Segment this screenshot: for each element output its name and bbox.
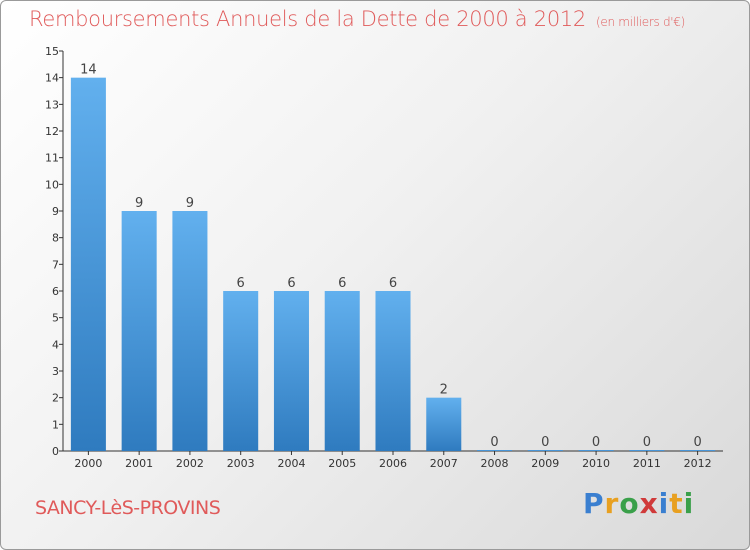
location-name: SANCY-LèS-PROVINS [35, 497, 221, 519]
y-tick-label: 8 [52, 232, 59, 245]
x-tick-label: 2006 [379, 457, 407, 470]
value-label-2001: 9 [135, 196, 143, 211]
value-label-2012: 0 [693, 435, 701, 450]
y-tick-label: 14 [45, 72, 59, 85]
bar-2000 [70, 77, 106, 452]
bar-2004 [273, 291, 309, 451]
bar-2012 [680, 450, 716, 451]
chart-subtitle: (en milliers d'€) [596, 15, 686, 29]
logo-letter: o [619, 487, 640, 520]
bar-2001 [121, 211, 157, 451]
y-tick-label: 2 [52, 392, 59, 405]
bar-2006 [375, 291, 411, 451]
y-tick-label: 11 [45, 152, 59, 165]
logo-letter: i [658, 487, 670, 520]
logo-letter: i [683, 487, 695, 520]
y-tick-label: 7 [52, 258, 59, 271]
y-tick-label: 12 [45, 125, 59, 138]
bar-2011 [629, 450, 665, 451]
value-label-2004: 6 [287, 276, 295, 291]
y-tick-label: 10 [45, 178, 59, 191]
value-label-2008: 0 [490, 435, 498, 450]
logo-letter: r [604, 487, 620, 520]
bar-2003 [223, 291, 259, 451]
chart-title: Remboursements Annuels de la Dette de 20… [29, 7, 685, 31]
x-tick-label: 2009 [531, 457, 559, 470]
value-label-2007: 2 [440, 383, 448, 398]
value-label-2010: 0 [592, 435, 600, 450]
y-tick-label: 0 [52, 445, 59, 458]
value-label-2009: 0 [541, 435, 549, 450]
logo-letter: t [669, 487, 684, 520]
bar-2010 [578, 450, 614, 451]
y-tick-label: 15 [45, 45, 59, 58]
y-tick-label: 6 [52, 285, 59, 298]
value-label-2002: 9 [186, 196, 194, 211]
chart-labels: 14 9 9 6 6 6 6 2 0 0 0 0 0 [80, 63, 702, 450]
x-tick-label: 2004 [277, 457, 305, 470]
bar-2009 [527, 450, 563, 451]
chart-title-text: Remboursements Annuels de la Dette de 20… [29, 7, 586, 31]
value-label-2005: 6 [338, 276, 346, 291]
y-tick-label: 13 [45, 98, 59, 111]
value-label-2000: 14 [80, 63, 97, 78]
chart-bars [70, 77, 716, 452]
logo-letter: x [639, 487, 659, 520]
x-tick-label: 2010 [582, 457, 610, 470]
x-tick-label: 2012 [684, 457, 712, 470]
x-tick-label: 2003 [227, 457, 255, 470]
x-tick-label: 2011 [633, 457, 661, 470]
y-tick-label: 3 [52, 365, 59, 378]
y-tick-label: 9 [52, 205, 59, 218]
y-tick-label: 1 [52, 418, 59, 431]
bar-2002 [172, 211, 208, 451]
bar-2007 [426, 397, 462, 451]
logo-letter: P [583, 487, 605, 520]
x-tick-label: 2000 [74, 457, 102, 470]
y-tick-label: 4 [52, 338, 59, 351]
y-tick-label: 5 [52, 312, 59, 325]
value-label-2011: 0 [643, 435, 651, 450]
x-tick-label: 2008 [481, 457, 509, 470]
x-tick-label: 2002 [176, 457, 204, 470]
bar-2008 [477, 450, 513, 451]
x-tick-label: 2005 [328, 457, 356, 470]
value-label-2006: 6 [389, 276, 397, 291]
bar-2005 [324, 291, 360, 451]
x-tick-label: 2007 [430, 457, 458, 470]
x-tick-label: 2001 [125, 457, 153, 470]
proxiti-logo: Proxiti [583, 487, 694, 520]
value-label-2003: 6 [237, 276, 245, 291]
